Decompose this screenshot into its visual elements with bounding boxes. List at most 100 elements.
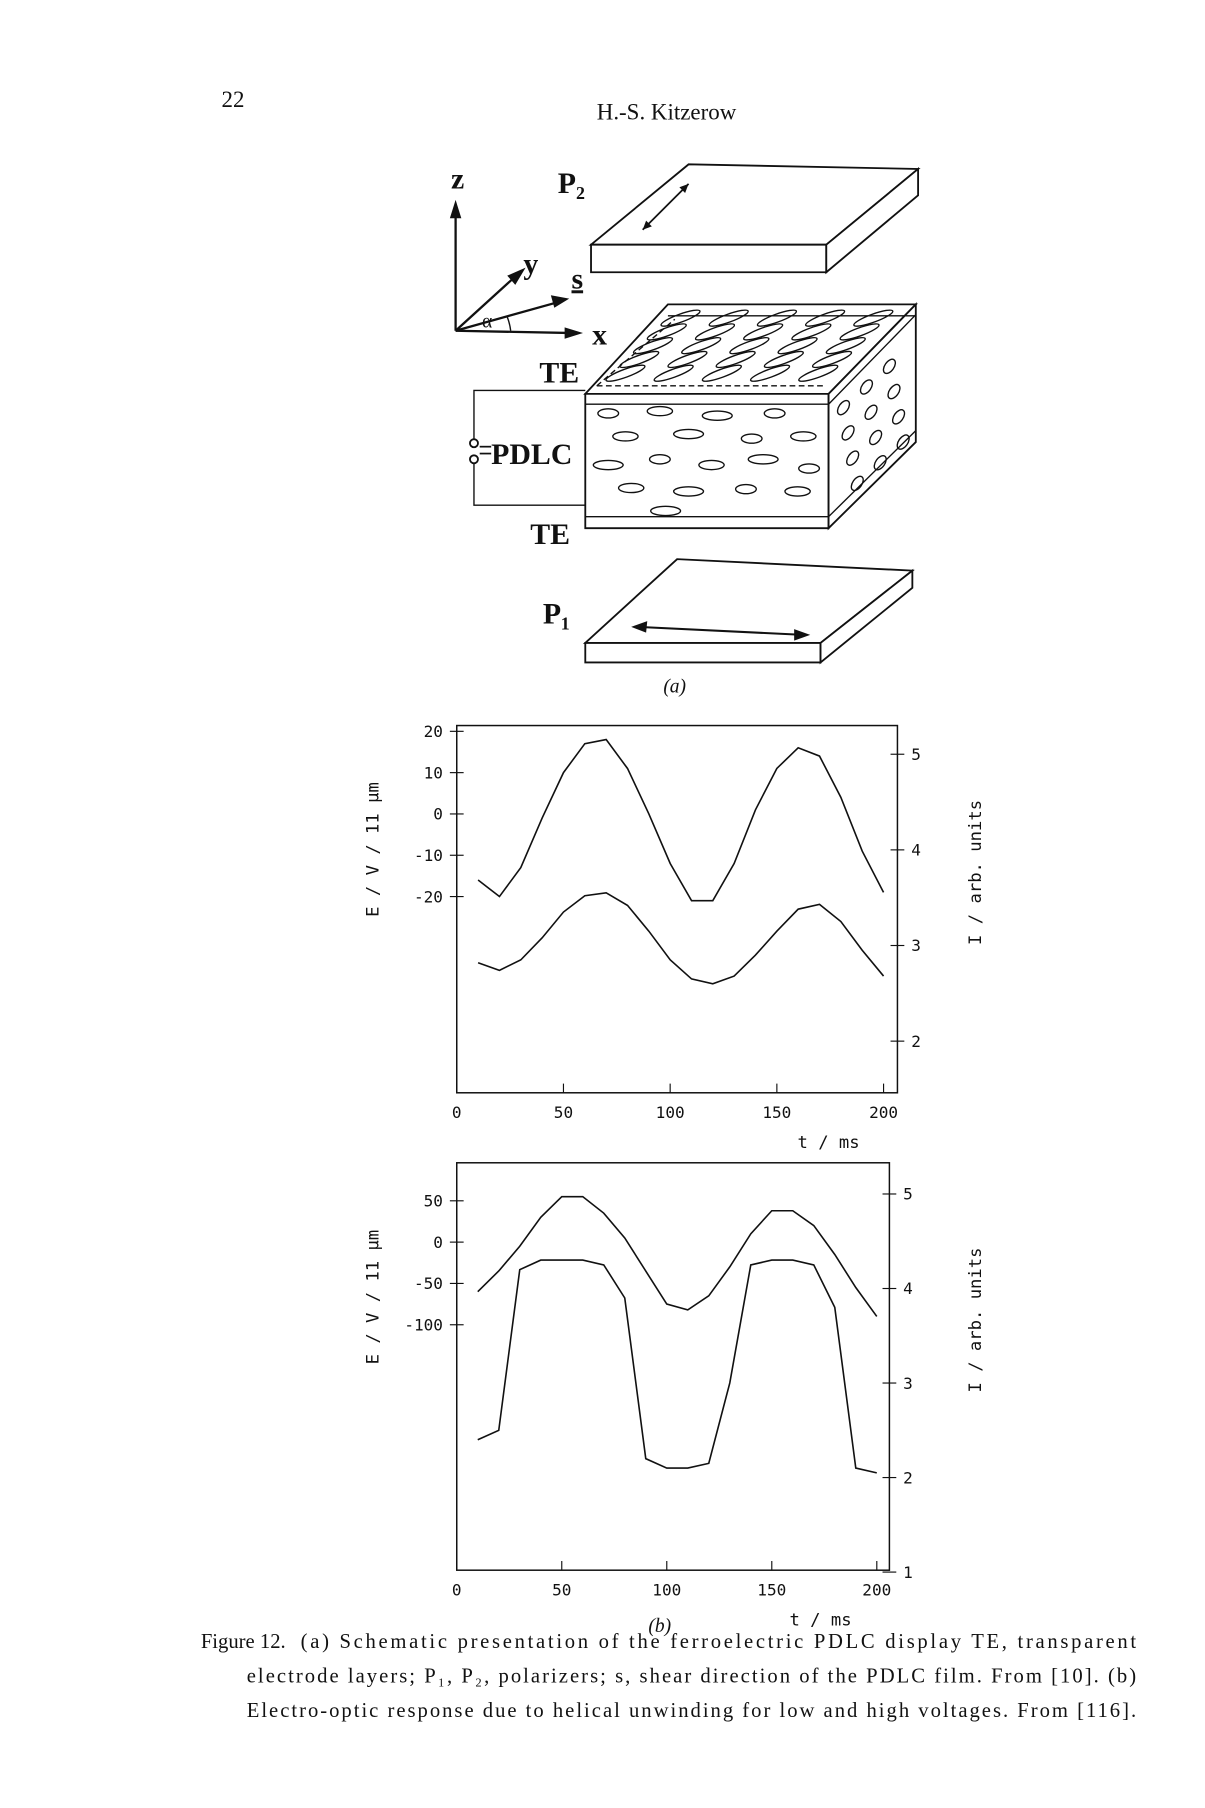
label-s: s xyxy=(572,262,584,295)
droplet xyxy=(617,482,645,494)
droplet xyxy=(715,350,756,369)
polarizer-arrow xyxy=(638,625,804,636)
slab-front xyxy=(584,641,822,664)
y2-tick-label: 4 xyxy=(911,841,921,860)
droplet xyxy=(784,486,811,497)
droplet xyxy=(791,323,832,341)
plot-frame xyxy=(456,1162,891,1571)
droplet xyxy=(749,364,791,382)
label-alpha: α xyxy=(482,311,492,332)
y-tick-label: 0 xyxy=(433,805,443,824)
arrow-head xyxy=(550,295,570,308)
polarizer-p1 xyxy=(582,558,915,665)
droplet xyxy=(592,459,624,471)
x-tick-label: 100 xyxy=(656,1103,685,1122)
y2-tick-label: 3 xyxy=(903,1374,913,1393)
x-axis xyxy=(455,329,574,335)
y-tick-label: 50 xyxy=(424,1192,443,1211)
droplet xyxy=(650,505,682,517)
slab-side xyxy=(819,568,914,665)
data-line xyxy=(477,738,885,902)
droplet xyxy=(882,358,897,375)
y2-tick-label: 5 xyxy=(911,745,921,764)
x-axis-label: t / ms xyxy=(789,1610,851,1630)
arrow-head xyxy=(564,327,583,339)
electrode-layer xyxy=(828,430,917,518)
droplet xyxy=(804,309,846,327)
subfigure-label: (b) xyxy=(648,1616,671,1637)
droplet xyxy=(648,454,671,465)
y-tick-label: 20 xyxy=(424,722,443,741)
y2-axis-label: I / arb. units xyxy=(966,1248,986,1393)
polarizer-p2 xyxy=(588,163,921,275)
y-tick-label: 10 xyxy=(424,763,443,782)
droplet xyxy=(708,309,749,327)
droplet xyxy=(672,428,705,440)
y-axis xyxy=(454,272,520,332)
label-te-top: TE xyxy=(539,356,579,389)
wire xyxy=(473,463,586,506)
droplet xyxy=(653,364,694,382)
data-line xyxy=(477,892,885,985)
y-tick-label: -100 xyxy=(404,1315,443,1334)
arrow-head xyxy=(631,621,648,633)
caption-line: Electro-optic response due to helical un… xyxy=(247,1700,1136,1722)
s-axis xyxy=(455,299,563,332)
x-tick-label: 0 xyxy=(452,1103,462,1122)
y-tick-label: 0 xyxy=(433,1233,443,1252)
section-edge xyxy=(596,318,676,387)
droplet xyxy=(873,454,887,471)
arrow-head xyxy=(679,183,689,194)
polarizer-arrow xyxy=(642,183,690,231)
plot-frame xyxy=(456,724,899,1094)
data-line xyxy=(477,1259,877,1474)
droplet xyxy=(729,336,770,355)
droplet xyxy=(798,463,821,474)
droplet xyxy=(763,350,804,369)
electrode-layer xyxy=(828,314,917,405)
droplet xyxy=(597,408,620,419)
x-tick-label: 200 xyxy=(862,1580,891,1599)
droplets xyxy=(592,309,910,517)
label-te-bottom: TE xyxy=(530,518,570,551)
droplet xyxy=(747,454,779,465)
droplet xyxy=(701,410,733,421)
droplet xyxy=(667,350,708,369)
droplet xyxy=(646,405,674,417)
x-tick-label: 150 xyxy=(757,1580,786,1599)
droplet xyxy=(743,323,784,341)
y-axis-label: E / V / 11 μm xyxy=(364,1230,384,1365)
x-tick-label: 100 xyxy=(652,1580,681,1599)
droplet xyxy=(896,434,910,450)
label-x: x xyxy=(592,319,607,352)
x-tick-label: 50 xyxy=(552,1580,571,1599)
y2-tick-label: 5 xyxy=(903,1185,913,1204)
y-axis-label: E / V / 11 μm xyxy=(364,782,384,917)
label-y: y xyxy=(523,247,538,280)
arrow-head xyxy=(794,629,811,641)
caption-line: (a) Schematic presentation of the ferroe… xyxy=(301,1631,1137,1653)
x-tick-label: 50 xyxy=(554,1103,573,1122)
arrow-head xyxy=(642,220,652,230)
page-number: 22 xyxy=(221,87,244,112)
circuit xyxy=(469,389,586,506)
droplet xyxy=(763,408,786,419)
droplet xyxy=(850,475,864,492)
droplet xyxy=(619,350,660,369)
droplet xyxy=(698,459,725,471)
y-tick-label: -50 xyxy=(414,1274,443,1293)
angle-arc xyxy=(506,316,512,331)
droplet xyxy=(681,336,722,355)
droplet xyxy=(798,364,839,382)
droplet xyxy=(846,450,860,466)
y-tick-label: -10 xyxy=(414,846,443,865)
y2-tick-label: 2 xyxy=(911,1032,921,1051)
droplet xyxy=(646,323,687,341)
x-axis-label: t / ms xyxy=(798,1133,860,1153)
pdlc-cell xyxy=(583,302,918,531)
droplet xyxy=(891,409,906,425)
droplet xyxy=(672,486,705,497)
droplet xyxy=(841,425,855,441)
x-tick-label: 200 xyxy=(869,1103,898,1122)
